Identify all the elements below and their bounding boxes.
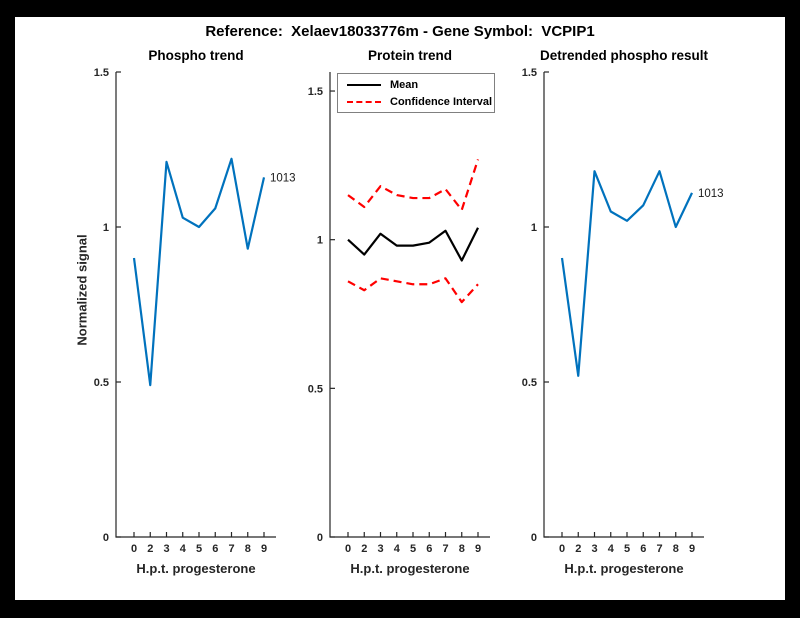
subplot-title-phospho: Phospho trend	[148, 48, 244, 63]
legend-row-mean: Mean	[347, 78, 494, 92]
x-tick-label: 3	[163, 543, 169, 555]
series-line-confidence-interval-lower	[347, 277, 479, 304]
legend-label-confidence-interval: Confidence Interval	[390, 95, 493, 108]
series-line-confidence-interval-upper	[347, 159, 480, 212]
x-axis-label-protein: H.p.t. progesterone	[350, 561, 470, 576]
y-axis: 0 0.5 1 1.5	[522, 67, 549, 544]
figure-title: Reference: Xelaev18033776m - Gene Symbol…	[205, 23, 595, 40]
x-tick-label: 2	[361, 543, 367, 555]
y-tick-label: 0.5	[94, 377, 109, 389]
x-tick-label: 0	[559, 543, 565, 555]
x-tick-label: 9	[475, 543, 481, 555]
y-axis: 0 0.5 1 1.5	[308, 86, 335, 544]
legend: Mean Confidence Interval	[337, 73, 495, 113]
y-tick-label: 1	[103, 222, 109, 234]
series-line-1013	[132, 157, 266, 387]
x-tick-label: 3	[591, 543, 597, 555]
x-tick-label: 5	[624, 543, 630, 555]
legend-line-sample-mean	[347, 83, 381, 86]
x-tick-label: 9	[261, 543, 267, 555]
legend-line-sample-confidence-interval	[347, 100, 381, 103]
x-tick-label: 6	[640, 543, 646, 555]
x-tick-label: 5	[410, 543, 416, 555]
x-tick-label: 2	[147, 543, 153, 555]
y-tick-label: 1.5	[522, 67, 537, 79]
x-tick-label: 3	[377, 543, 383, 555]
y-tick-label: 0	[103, 532, 109, 544]
y-tick-label: 0	[317, 532, 323, 544]
y-tick-label: 1.5	[308, 86, 323, 98]
y-tick-label: 1.5	[94, 67, 109, 79]
x-tick-label: 6	[426, 543, 432, 555]
x-tick-label: 8	[459, 543, 465, 555]
x-tick-label: 7	[442, 543, 448, 555]
x-tick-label: 7	[656, 543, 662, 555]
subplot-protein: 00.511.50 2 3 4 5 6 7 8 9	[308, 72, 490, 555]
y-tick-label: 0.5	[522, 377, 537, 389]
y-tick-label: 1	[317, 235, 323, 247]
x-tick-label: 6	[212, 543, 218, 555]
x-axis-label-phospho: H.p.t. progesterone	[136, 561, 256, 576]
x-tick-label: 4	[180, 543, 187, 555]
series-line-mean	[347, 227, 479, 262]
series-end-label: 1013	[698, 188, 724, 200]
series-end-label: 1013	[270, 172, 296, 184]
x-tick-label: 9	[689, 543, 695, 555]
x-tick-label: 4	[394, 543, 401, 555]
axis-spines	[329, 72, 490, 538]
y-tick-label: 1	[531, 222, 537, 234]
x-tick-label: 5	[196, 543, 202, 555]
y-tick-label: 0	[531, 532, 537, 544]
series-line-1013	[560, 170, 693, 377]
y-tick-label: 0.5	[308, 383, 323, 395]
x-tick-label: 0	[345, 543, 351, 555]
x-axis-label-detrended: H.p.t. progesterone	[564, 561, 684, 576]
x-tick-label: 2	[575, 543, 581, 555]
y-axis: 0 0.5 1 1.5	[94, 67, 121, 544]
x-tick-label: 8	[673, 543, 679, 555]
legend-label-mean: Mean	[390, 78, 419, 91]
legend-row-confidence-interval: Confidence Interval	[347, 95, 494, 109]
subplot-title-protein: Protein trend	[367, 48, 452, 63]
subplot-title-detrended: Detrended phospho result	[539, 48, 708, 63]
x-tick-label: 7	[228, 543, 234, 555]
x-tick-label: 4	[608, 543, 615, 555]
figure-canvas: Reference: Xelaev18033776m - Gene Symbol…	[15, 17, 785, 600]
x-tick-label: 0	[131, 543, 137, 555]
y-axis-label: Normalized signal	[74, 234, 90, 346]
x-tick-label: 8	[245, 543, 251, 555]
